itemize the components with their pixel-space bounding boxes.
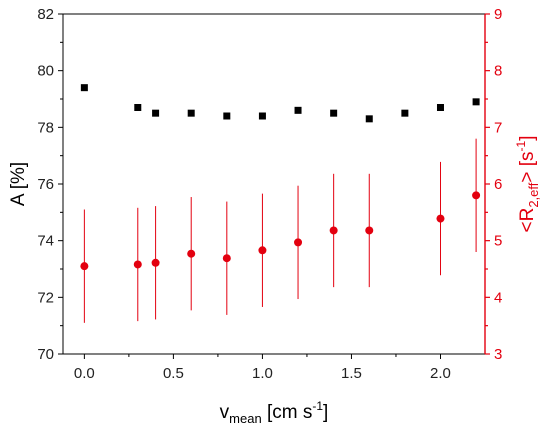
y-right-tick-label: 5: [494, 233, 502, 250]
x-axis-ticks: 0.0 0.5 1.0 1.5 2.0: [74, 354, 451, 382]
y-right-tick-label: 3: [494, 346, 502, 363]
x-title-sup: -1: [312, 399, 323, 413]
series-r2-points: [80, 191, 481, 271]
x-tick-label: 1.0: [252, 365, 273, 382]
y-right-tick-label: 4: [494, 289, 502, 306]
a-point: [365, 115, 373, 123]
a-point: [436, 104, 444, 111]
y-left-axis-ticks: 70 72 74 76 78 80 82: [37, 6, 63, 363]
y-left-tick-label: 78: [37, 119, 54, 136]
x-axis-title: vmean [cm s-1]: [220, 399, 329, 426]
yr-title-sub: 2,eff: [526, 182, 541, 207]
x-tick-label: 2.0: [430, 365, 451, 382]
x-title-sub: mean: [229, 411, 262, 426]
y-left-tick-label: 76: [37, 176, 54, 193]
r2-point: [222, 254, 231, 263]
x-title-end: ]: [323, 402, 328, 423]
r2-point: [329, 226, 338, 235]
y-right-axis-title: <R2,eff> [s-1]: [514, 136, 541, 233]
yr-title-sup: -1: [514, 140, 528, 151]
y-left-tick-label: 74: [37, 233, 54, 250]
a-point: [472, 98, 480, 106]
y-right-tick-label: 9: [494, 6, 502, 23]
y-left-tick-label: 72: [37, 289, 54, 306]
error-bars: [83, 138, 477, 323]
r2-point: [472, 191, 481, 200]
r2-point: [365, 226, 374, 235]
r2-point: [436, 214, 445, 223]
a-point: [258, 112, 266, 120]
r2-point: [294, 238, 303, 247]
yr-title-mid: > [s: [517, 151, 538, 182]
x-tick-label: 0.0: [74, 365, 95, 382]
x-tick-label: 1.5: [341, 365, 362, 382]
yr-title-end: ]: [517, 136, 538, 141]
a-point: [294, 106, 302, 114]
y-left-axis-title-text: A [%]: [8, 162, 29, 206]
yr-title-start: <R: [517, 208, 538, 233]
a-point: [80, 84, 88, 92]
y-left-tick-label: 82: [37, 6, 54, 23]
y-right-tick-label: 6: [494, 176, 502, 193]
a-point: [330, 109, 338, 117]
y-left-tick-label: 70: [37, 346, 54, 363]
series-a-points: [80, 84, 480, 123]
x-title-rest: [cm s: [262, 402, 313, 423]
y-left-axis-title: A [%]: [8, 162, 29, 206]
a-point: [401, 109, 409, 117]
plot-frame: [62, 13, 486, 355]
a-point: [134, 104, 142, 111]
x-tick-label: 0.5: [163, 365, 184, 382]
y-left-tick-label: 80: [37, 63, 54, 80]
y-right-axis-ticks: 3 4 5 6 7 8 9: [485, 6, 502, 363]
r2-point: [187, 249, 196, 258]
a-point: [223, 112, 231, 120]
r2-point: [133, 260, 142, 269]
x-title-main: v: [220, 402, 230, 423]
r2-point: [80, 262, 89, 271]
a-point: [152, 109, 160, 117]
r2-point: [258, 246, 267, 255]
a-point: [187, 109, 195, 117]
r2-point: [151, 258, 160, 267]
y-right-tick-label: 7: [494, 119, 502, 136]
y-right-tick-label: 8: [494, 63, 502, 80]
